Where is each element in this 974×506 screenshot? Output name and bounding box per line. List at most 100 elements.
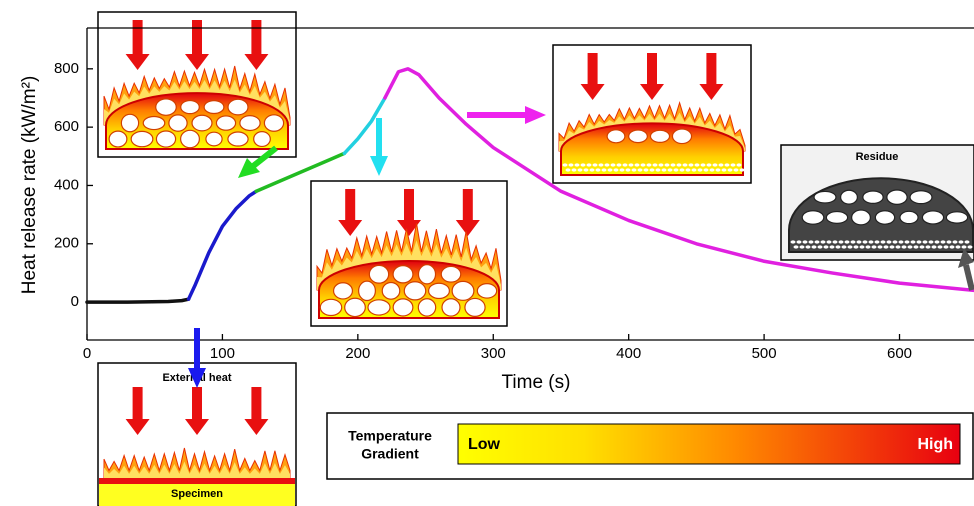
cell [344,297,366,318]
y-tick-label: 0 [71,293,79,310]
particle [607,168,613,172]
hrr-curve [186,189,259,301]
particle [871,245,877,249]
particle [868,240,874,244]
cell [215,115,237,131]
cell [180,129,200,149]
y-tick-label: 800 [54,60,79,77]
particle [826,240,832,244]
particle [796,240,802,244]
cell [851,209,871,226]
particle [904,240,910,244]
particle [955,245,961,249]
particle [697,168,703,172]
particle [865,245,871,249]
particle [670,163,676,167]
cell [108,130,128,148]
heat-arrow [132,20,143,56]
particle [961,245,967,249]
inset [97,11,297,158]
particle [727,168,733,172]
gradient-title: Gradient [361,446,419,462]
y-tick-label: 400 [54,176,79,193]
particle [943,245,949,249]
hot-layer [99,478,295,484]
cell [825,210,849,224]
particle [691,168,697,172]
heat-arrow [125,419,150,435]
particle [589,168,595,172]
inset [310,180,508,327]
particle [844,240,850,244]
particle [649,168,655,172]
inset: Residue [780,144,974,261]
particle [577,168,583,172]
heat-arrow [251,20,262,56]
heat-arrow [699,84,724,100]
particle [838,240,844,244]
y-axis-label: Heat release rate (kW/m²) [19,76,40,295]
cell [142,115,166,131]
cell [441,298,461,317]
particle [814,240,820,244]
particle [946,240,952,244]
particle [877,245,883,249]
particle [592,163,598,167]
cell [428,282,450,300]
particle [883,245,889,249]
particle [736,163,742,167]
char-dome [560,122,744,176]
cell [451,280,475,301]
cell [205,131,223,147]
x-tick-label: 500 [752,345,777,362]
particle [823,245,829,249]
particle [619,168,625,172]
axes: 0 100 200 300 400 500 600 0 200 400 600 800 [54,27,974,362]
x-tick-label: 400 [616,345,641,362]
particle [901,245,907,249]
particle [910,240,916,244]
particle [850,240,856,244]
particle [811,245,817,249]
particle [637,168,643,172]
hrr-curve [383,67,974,293]
particle [835,245,841,249]
particle [913,245,919,249]
particle [655,168,661,172]
cell [392,264,414,284]
x-tick-label: 0 [83,345,91,362]
x-tick-label: 600 [887,345,912,362]
cell [319,298,343,317]
particle [616,163,622,167]
particle [862,240,868,244]
particle [853,245,859,249]
particle [937,245,943,249]
heat-arrow [345,189,356,222]
cell [203,100,225,115]
particle [703,168,709,172]
cell [606,129,626,144]
particle [721,168,727,172]
particle [658,163,664,167]
particle [604,163,610,167]
particle [661,168,667,172]
particle [793,245,799,249]
cell [227,131,249,147]
heat-arrow [244,419,269,435]
cell [671,128,693,145]
particle [790,240,796,244]
particle [952,240,958,244]
specimen [99,484,295,506]
particle [889,245,895,249]
cell [801,210,825,225]
particle [928,240,934,244]
particle [580,163,586,167]
particle [925,245,931,249]
cell [332,282,354,300]
heat-arrow [647,53,657,86]
heat-arrow [580,84,605,100]
particle [598,163,604,167]
particle [841,245,847,249]
particle [895,245,901,249]
particle [712,163,718,167]
